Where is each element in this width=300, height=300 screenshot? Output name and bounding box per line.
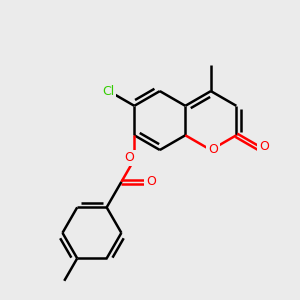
Text: O: O bbox=[208, 143, 218, 157]
Text: Cl: Cl bbox=[102, 85, 115, 98]
Text: O: O bbox=[146, 176, 156, 188]
Text: O: O bbox=[259, 140, 269, 153]
Text: O: O bbox=[124, 152, 134, 164]
